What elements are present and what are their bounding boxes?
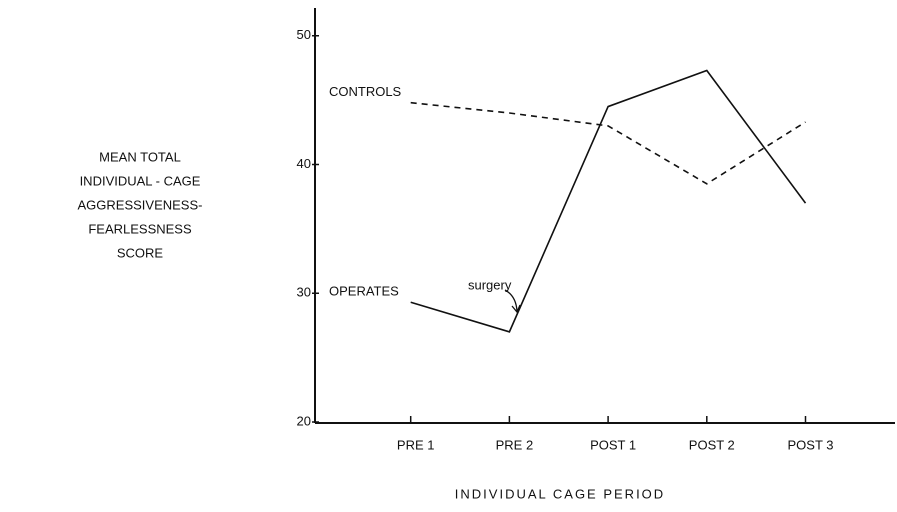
x-axis-label: INDIVIDUAL CAGE PERIOD [455, 486, 665, 501]
x-tick-label: POST 2 [689, 437, 735, 452]
y-axis-label: INDIVIDUAL - CAGE [80, 173, 201, 188]
annotation: surgery [468, 277, 512, 292]
y-axis-label: AGGRESSIVENESS- [78, 197, 203, 212]
y-tick-label: 50 [297, 27, 311, 42]
series-label: CONTROLS [329, 84, 402, 99]
annotation-arrowhead [511, 304, 521, 314]
x-tick-label: POST 3 [787, 437, 833, 452]
y-tick-label: 40 [297, 156, 311, 171]
y-axis-label: MEAN TOTAL [99, 149, 181, 164]
y-tick-label: 20 [297, 413, 311, 428]
y-axis-label: SCORE [117, 245, 164, 260]
x-tick-label: PRE 2 [496, 437, 534, 452]
x-tick-label: POST 1 [590, 437, 636, 452]
annotation-arrow [504, 289, 518, 312]
y-tick-label: 30 [297, 285, 311, 300]
series-label: OPERATES [329, 284, 399, 299]
series-line [410, 69, 807, 333]
y-axis-label: FEARLESSNESS [88, 221, 192, 236]
series-line [410, 101, 806, 185]
x-tick-label: PRE 1 [397, 437, 435, 452]
